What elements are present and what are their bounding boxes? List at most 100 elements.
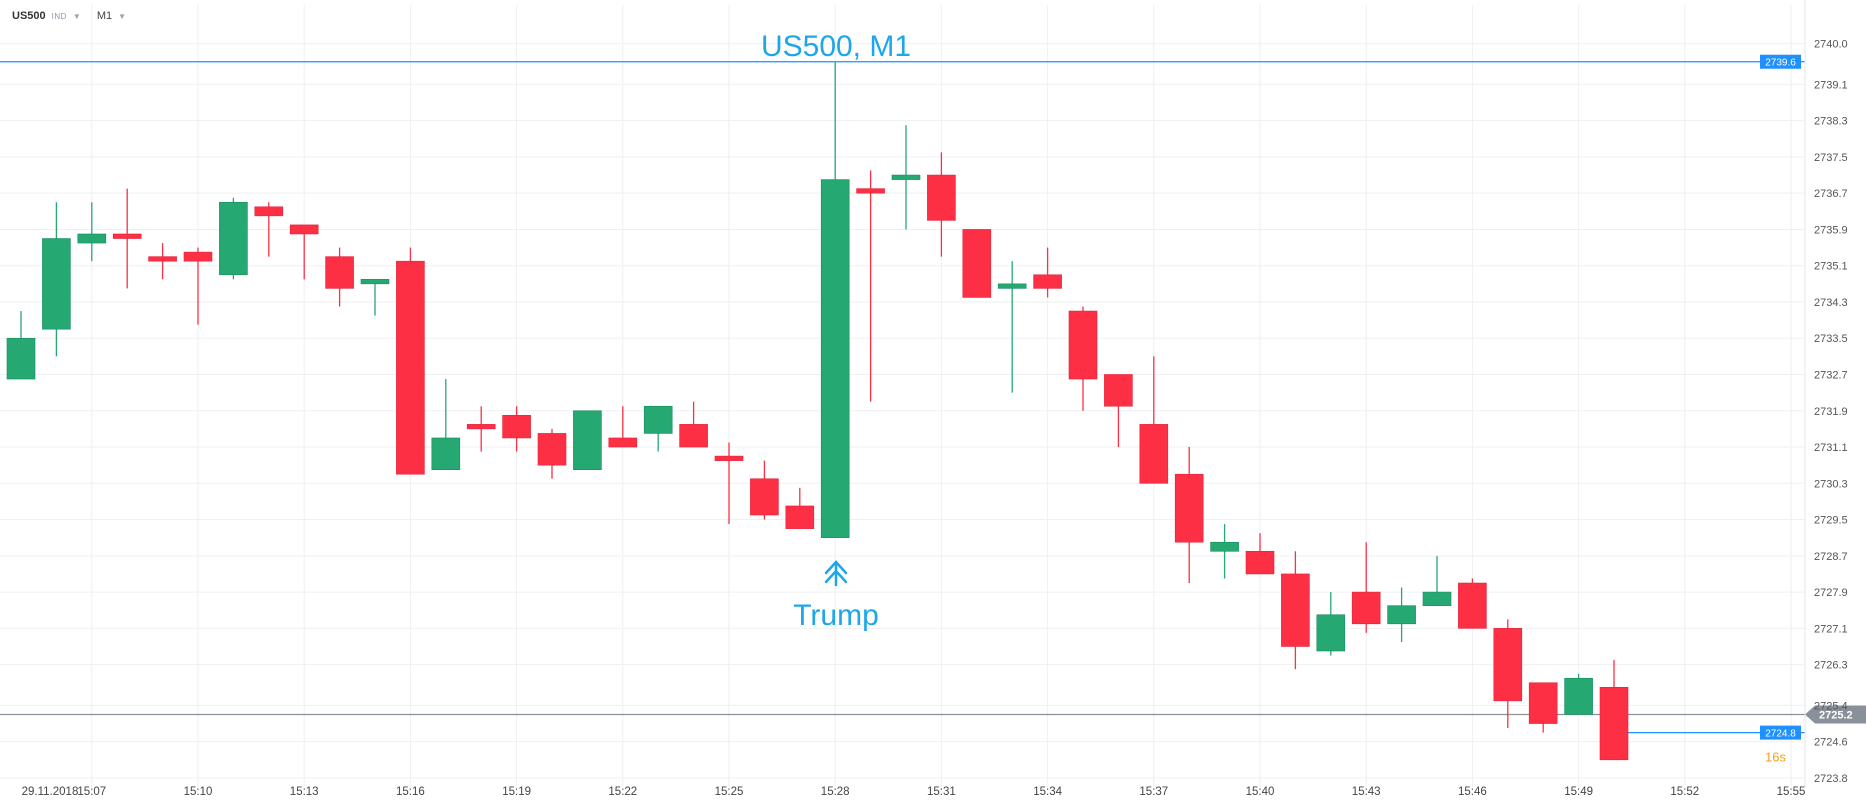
candle-body (785, 505, 815, 529)
y-tick-label: 2739.1 (1814, 79, 1848, 91)
candle-body (1033, 274, 1062, 289)
candle-body (997, 283, 1027, 289)
bearish-candle (714, 442, 744, 525)
y-tick-label: 2725.4 (1814, 700, 1848, 712)
bullish-candle (77, 202, 107, 262)
y-tick-label: 2730.3 (1814, 478, 1848, 490)
candle-body (396, 260, 425, 475)
x-tick-label: 15:37 (1139, 786, 1168, 798)
x-tick-label: 15:34 (1033, 786, 1062, 798)
candle-body (1528, 682, 1558, 724)
y-tick-label: 2723.8 (1814, 773, 1848, 785)
y-tick-label: 2738.3 (1814, 116, 1848, 128)
candle-timer: 16s (1765, 750, 1786, 765)
bearish-candle (183, 247, 213, 325)
candle-body (1599, 686, 1629, 761)
candle-body (1422, 591, 1452, 606)
candle-body (1139, 424, 1169, 484)
bearish-candle (1599, 660, 1629, 761)
y-tick-label: 2724.6 (1814, 737, 1848, 749)
candle-body (502, 414, 531, 439)
axes: 2740.0 2739.1 2738.3 2737.5 2736.7 2735.9 2735… (22, 0, 1848, 798)
bullish-candle (6, 311, 36, 380)
instrument-toolbar: US500 IND ▼ M1 ▼ (12, 10, 126, 22)
y-tick-label: 2731.9 (1814, 406, 1848, 418)
symbol-label[interactable]: US500 (12, 10, 46, 22)
bullish-candle (1210, 524, 1239, 579)
candle-body (1104, 374, 1133, 407)
current-price-label: 2725.2 (1819, 709, 1853, 721)
candle-body (254, 206, 284, 217)
y-tick-label: 2735.9 (1814, 224, 1848, 236)
candle-body (927, 174, 956, 221)
bullish-candle (1316, 592, 1346, 656)
bearish-candle (856, 170, 885, 402)
bullish-candle (360, 279, 390, 316)
bearish-candle (1351, 542, 1381, 633)
y-tick-label: 2740.0 (1814, 39, 1848, 51)
y-tick-label: 2735.1 (1814, 261, 1848, 273)
x-tick-label: 15:19 (502, 786, 531, 798)
bullish-candle (1422, 555, 1452, 606)
y-tick-label: 2728.7 (1814, 551, 1848, 563)
candle-body (325, 256, 354, 289)
bearish-candle (785, 487, 815, 529)
candle-body (573, 410, 602, 470)
price-lines: 2739.6 2725.2 2724.8 (0, 54, 1866, 740)
bearish-candle (608, 406, 638, 448)
candle-body (219, 201, 248, 276)
candle-body (714, 455, 744, 461)
candle-body (183, 251, 213, 262)
symbol-dropdown-icon[interactable]: ▼ (72, 11, 81, 21)
x-tick-label: 15:52 (1670, 786, 1699, 798)
candle-body (6, 337, 36, 380)
high-line-label: 2739.6 (1765, 58, 1796, 69)
bearish-candle (962, 229, 992, 298)
y-tick-label: 2737.5 (1814, 152, 1848, 164)
bearish-candle (1033, 247, 1062, 298)
candle-body (679, 424, 708, 448)
candle-body (1316, 614, 1346, 652)
bullish-candle (573, 410, 602, 470)
current-price-tag (1805, 705, 1866, 724)
candle-body (289, 224, 319, 235)
candle-body (466, 424, 496, 430)
grid (0, 5, 1805, 787)
candle-body (1210, 541, 1239, 552)
bullish-candle (820, 61, 850, 538)
bearish-candle (254, 202, 284, 257)
y-tick-label: 2727.1 (1814, 623, 1848, 635)
candle-body (891, 174, 921, 180)
x-tick-label: 15:22 (608, 786, 637, 798)
low-line-tag (1760, 725, 1801, 740)
bearish-candle (1068, 306, 1098, 411)
bearish-candle (679, 401, 708, 448)
candle-body (643, 405, 673, 434)
bearish-candle (502, 406, 531, 452)
x-tick-label: 29.11.2018 (22, 786, 79, 798)
y-tick-label: 2726.3 (1814, 660, 1848, 672)
bearish-candle (1245, 533, 1275, 575)
timeframe-dropdown-icon[interactable]: ▼ (118, 11, 127, 21)
bearish-candle (1493, 619, 1523, 729)
x-tick-label: 15:10 (184, 786, 213, 798)
timeframe-label[interactable]: M1 (96, 10, 113, 22)
bearish-candle (1281, 551, 1310, 670)
y-tick-label: 2736.7 (1814, 188, 1848, 200)
x-tick-label: 15:16 (396, 786, 425, 798)
candle-body (112, 233, 142, 239)
bearish-candle (396, 247, 425, 475)
y-tick-label: 2731.1 (1814, 442, 1848, 454)
x-tick-label: 15:28 (821, 786, 850, 798)
x-tick-label: 15:31 (927, 786, 956, 798)
candle-body (750, 478, 779, 516)
candle-body (608, 437, 638, 448)
bearish-candle (1104, 374, 1133, 448)
bearish-candle (148, 243, 177, 280)
candle-body (431, 437, 461, 470)
y-tick-label: 2733.5 (1814, 333, 1848, 345)
bullish-candle (1387, 587, 1416, 642)
low-line-label: 2724.8 (1765, 729, 1796, 740)
candle-body (1493, 628, 1523, 702)
